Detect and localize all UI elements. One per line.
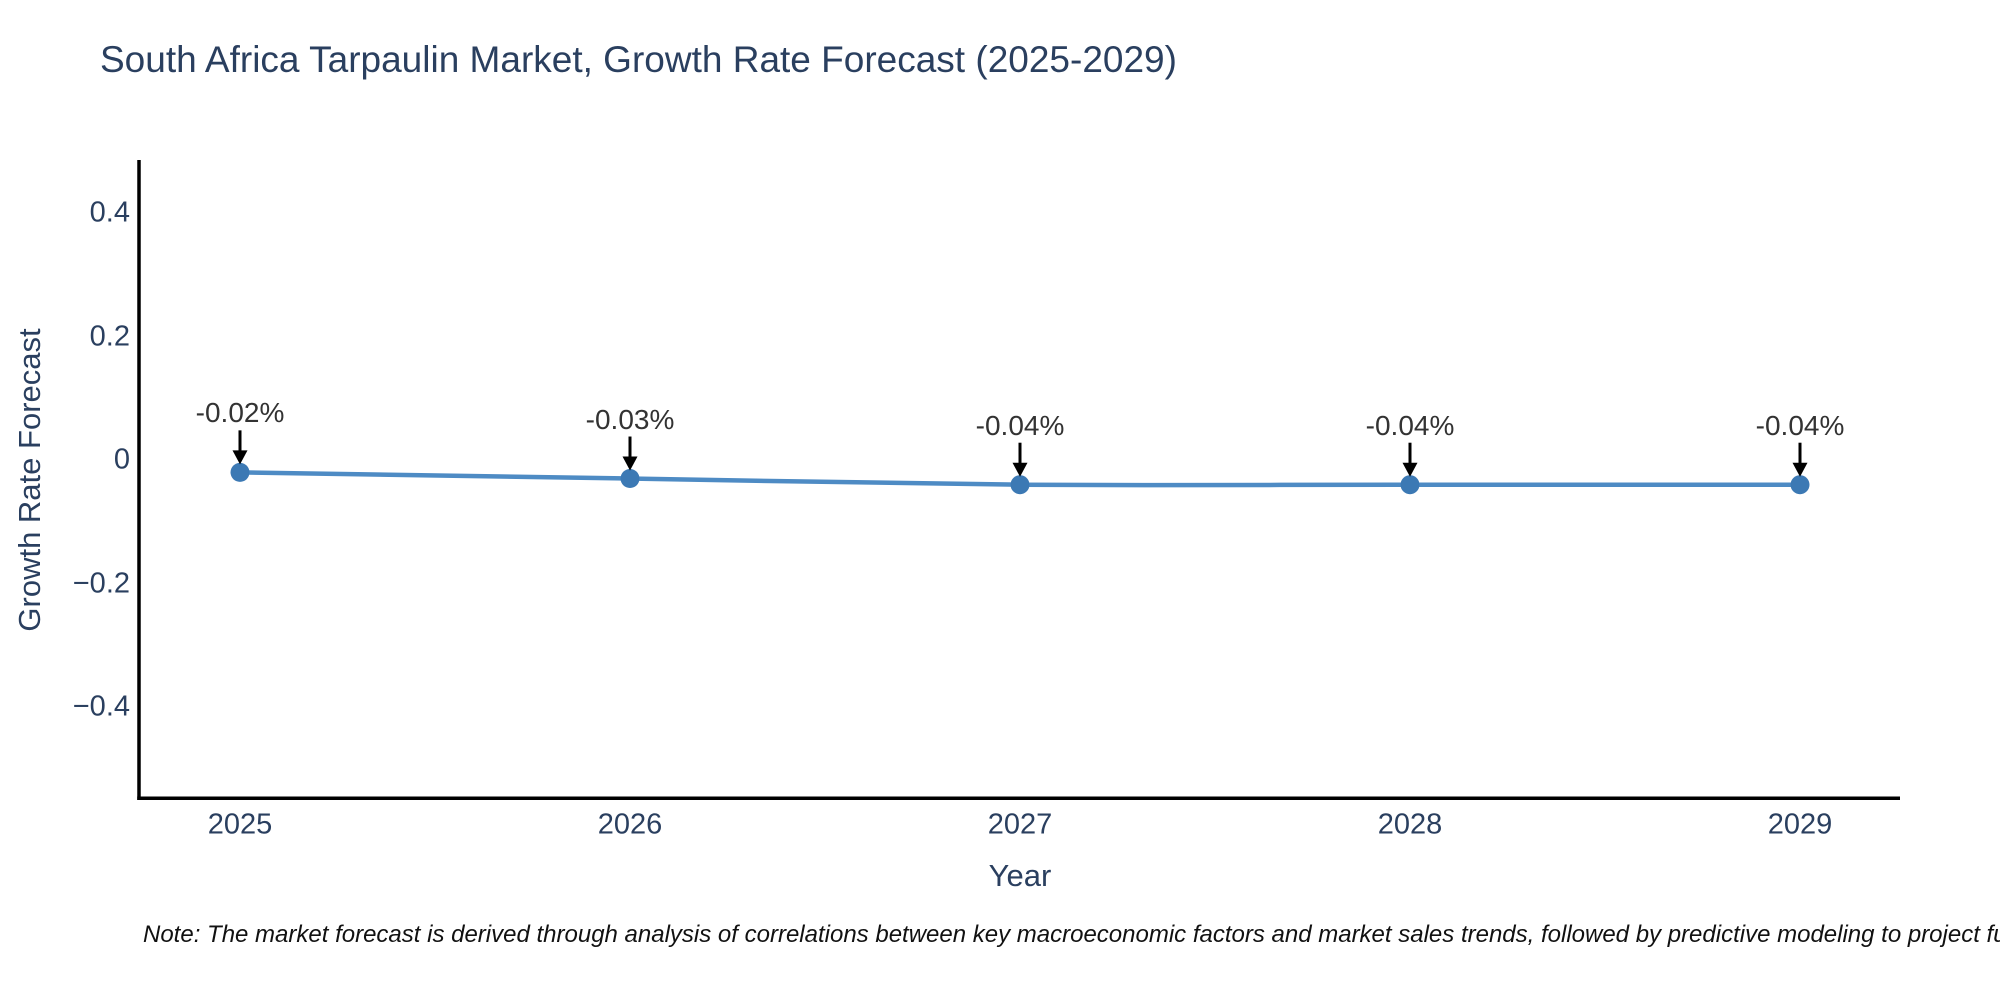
x-tick-label: 2026 <box>597 808 663 841</box>
annotation-label: -0.04% <box>1365 409 1455 441</box>
y-tick-label: −0.4 <box>72 690 130 723</box>
data-point-marker <box>1790 475 1810 495</box>
y-tick-label: 0.2 <box>89 320 130 352</box>
annotation-arrowhead <box>232 450 248 465</box>
annotation-arrowhead <box>622 456 638 471</box>
data-point-marker <box>1010 475 1030 495</box>
annotation-arrowhead <box>1012 462 1028 477</box>
annotation-label: -0.03% <box>585 403 675 435</box>
y-axis-title: Growth Rate Forecast <box>12 328 47 632</box>
annotation-label: -0.02% <box>195 397 285 429</box>
annotation-arrowhead <box>1792 462 1808 477</box>
x-tick-label: 2025 <box>207 808 273 841</box>
data-point-marker <box>1400 475 1420 495</box>
y-tick-label: −0.2 <box>72 567 130 599</box>
x-axis-title: Year <box>988 858 1052 893</box>
data-point-marker <box>230 462 250 482</box>
y-tick-label: 0.4 <box>89 196 130 229</box>
data-point-marker <box>620 469 640 489</box>
footnote-text: Note: The market forecast is derived thr… <box>143 921 2000 948</box>
data-point-layer <box>230 462 1810 495</box>
axis-lines <box>137 160 1900 800</box>
chart-title: South Africa Tarpaulin Market, Growth Ra… <box>100 39 1177 80</box>
annotation-arrowhead <box>1402 462 1418 477</box>
x-tick-label: 2027 <box>987 808 1053 841</box>
annotation-label: -0.04% <box>975 409 1065 441</box>
y-tick-label: 0 <box>113 443 130 476</box>
annotation-label: -0.04% <box>1755 409 1845 441</box>
x-tick-label: 2028 <box>1377 808 1443 841</box>
annotation-arrow-layer <box>232 430 1808 477</box>
x-tick-label: 2029 <box>1767 808 1833 841</box>
